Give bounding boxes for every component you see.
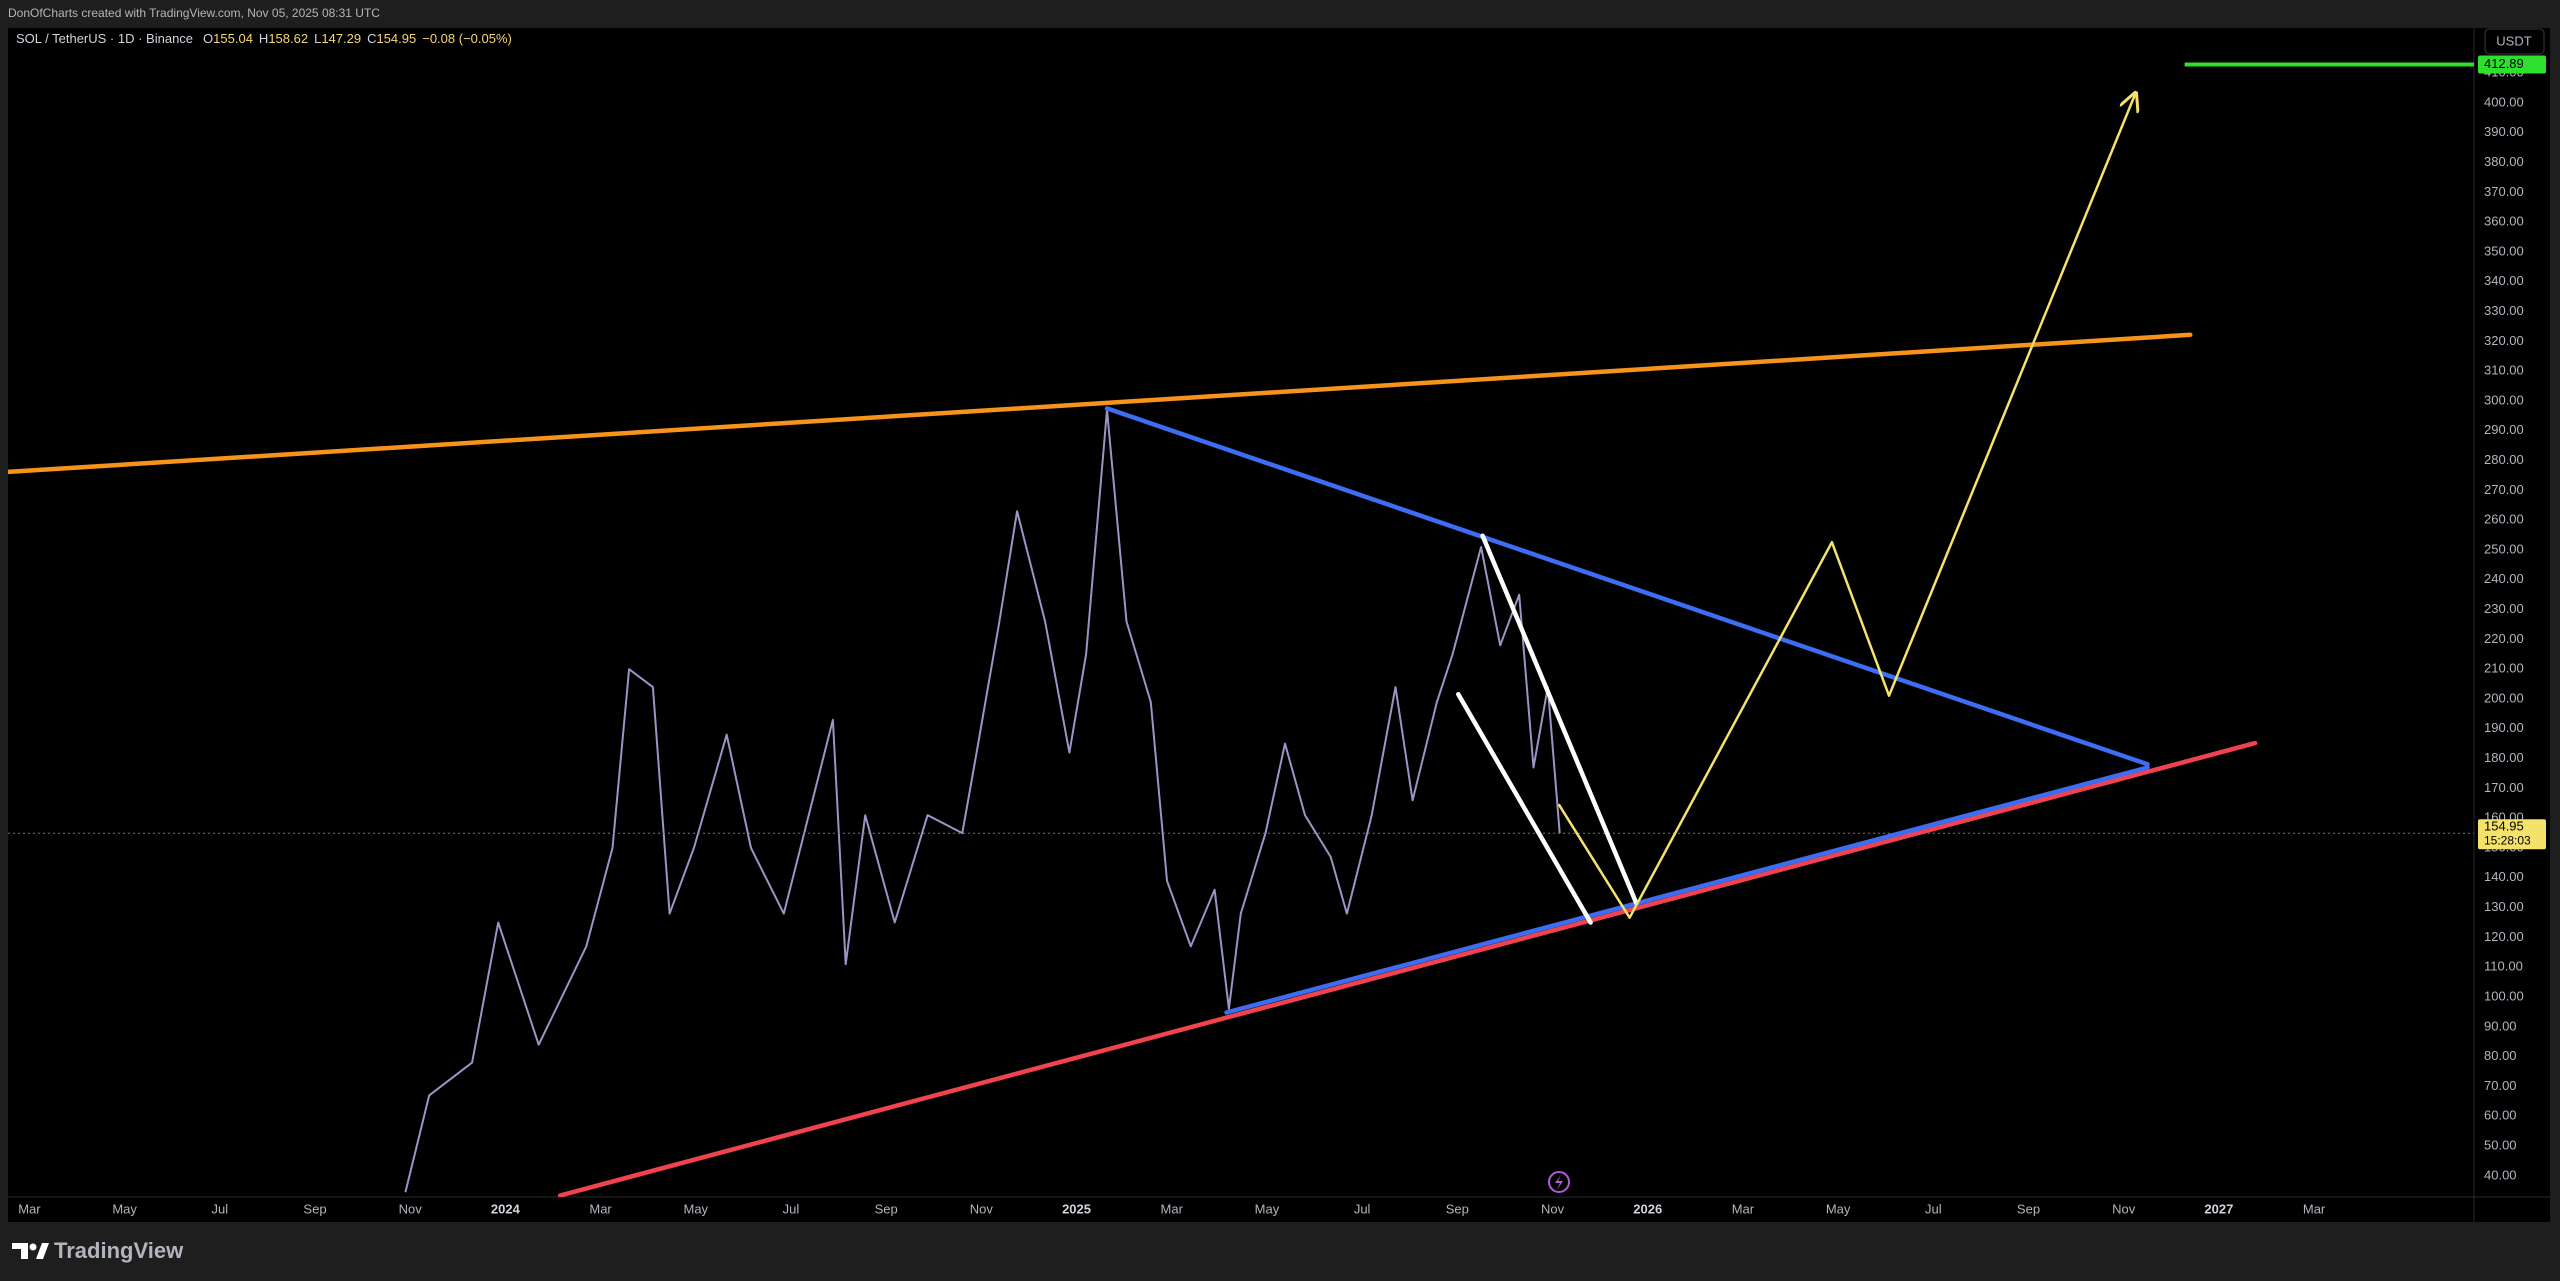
x-tick-label: Sep [875, 1201, 898, 1216]
x-tick-label: Jul [1925, 1201, 1942, 1216]
brand-logo [12, 1243, 49, 1259]
ohlc-key: C [367, 31, 376, 46]
currency-label[interactable]: USDT [2496, 33, 2531, 48]
trend-line [557, 740, 2258, 1197]
x-tick-label: Sep [303, 1201, 326, 1216]
y-tick-label: 290.00 [2484, 422, 2524, 437]
change: −0.08 (−0.05%) [422, 31, 512, 46]
ohlc-key: O [203, 31, 213, 46]
plot-area [8, 93, 2474, 1197]
x-tick-label: May [1826, 1201, 1851, 1216]
y-tick-label: 400.00 [2484, 94, 2524, 109]
x-tick-label: Sep [1446, 1201, 1469, 1216]
y-tick-label: 60.00 [2484, 1108, 2517, 1123]
y-tick-label: 360.00 [2484, 214, 2524, 229]
trend-line [1557, 93, 2135, 919]
trend-line [1456, 691, 1593, 925]
x-tick-label: Mar [589, 1201, 612, 1216]
y-tick-label: 280.00 [2484, 452, 2524, 467]
x-tick-label: Sep [2017, 1201, 2040, 1216]
legend: SOL / TetherUS · 1D · Binance O155.04 H158… [16, 31, 512, 46]
y-tick-label: 220.00 [2484, 631, 2524, 646]
y-tick-label: 350.00 [2484, 243, 2524, 258]
y-tick-label: 190.00 [2484, 720, 2524, 735]
trend-line [8, 332, 2193, 475]
y-tick-label: 230.00 [2484, 601, 2524, 616]
x-tick-label: Jul [1354, 1201, 1371, 1216]
y-tick-label: 90.00 [2484, 1018, 2517, 1033]
y-tick-label: 300.00 [2484, 392, 2524, 407]
y-tick-label: 40.00 [2484, 1167, 2517, 1182]
y-tick-label: 210.00 [2484, 661, 2524, 676]
x-tick-label: Jul [211, 1201, 228, 1216]
x-tick-label: 2027 [2204, 1201, 2233, 1216]
y-tick-label: 330.00 [2484, 303, 2524, 318]
y-tick-label: 270.00 [2484, 482, 2524, 497]
x-tick-label: Nov [1541, 1201, 1565, 1216]
x-tick-label: May [1255, 1201, 1280, 1216]
y-tick-label: 120.00 [2484, 929, 2524, 944]
target-label: 412.89 [2484, 56, 2524, 71]
trend-line [1104, 406, 2150, 767]
trend-line [1224, 765, 2150, 1015]
currency-button[interactable] [2484, 28, 2545, 55]
y-tick-label: 110.00 [2484, 959, 2523, 974]
credit: DonOfCharts created with TradingView.com… [8, 6, 380, 20]
y-tick-label: 320.00 [2484, 333, 2524, 348]
x-tick-label: Nov [970, 1201, 994, 1216]
countdown: 15:28:03 [2484, 833, 2531, 847]
x-tick-label: 2026 [1633, 1201, 1662, 1216]
y-tick-label: 240.00 [2484, 571, 2524, 586]
x-tick-label: 2024 [491, 1201, 521, 1216]
ohlc-value: 155.04 [213, 31, 253, 46]
x-tick-label: Mar [18, 1201, 41, 1216]
ohlc-key: H [259, 31, 268, 46]
last-price-box [2478, 819, 2546, 850]
y-tick-label: 140.00 [2484, 869, 2524, 884]
x-tick-label: Nov [399, 1201, 423, 1216]
y-tick-label: 100.00 [2484, 988, 2524, 1003]
ohlc-key: L [314, 31, 321, 46]
x-tick-label: Jul [783, 1201, 800, 1216]
y-tick-label: 380.00 [2484, 154, 2524, 169]
y-tick-label: 390.00 [2484, 124, 2524, 139]
x-tick-label: Mar [1732, 1201, 1755, 1216]
ohlc-value: 158.62 [268, 31, 308, 46]
y-tick-label: 250.00 [2484, 541, 2524, 556]
x-tick-label: Nov [2112, 1201, 2136, 1216]
y-tick-label: 260.00 [2484, 512, 2524, 527]
y-tick-label: 370.00 [2484, 184, 2524, 199]
price-line [404, 408, 1561, 1193]
y-tick-label: 80.00 [2484, 1048, 2517, 1063]
symbol: SOL / TetherUS · 1D · Binance [16, 31, 193, 46]
x-tick-label: Mar [1161, 1201, 1184, 1216]
ohlc-value: 154.95 [376, 31, 416, 46]
y-tick-label: 50.00 [2484, 1137, 2517, 1152]
y-tick-label: 130.00 [2484, 899, 2524, 914]
x-tick-label: May [112, 1201, 137, 1216]
y-tick-label: 310.00 [2484, 363, 2524, 378]
x-tick-label: Mar [2303, 1201, 2326, 1216]
trend-line [1480, 533, 1639, 906]
chart-panel [8, 28, 2550, 1222]
last-price-label: 154.95 [2484, 819, 2524, 834]
y-tick-label: 70.00 [2484, 1078, 2517, 1093]
events-icon[interactable] [1548, 1171, 1570, 1193]
x-tick-label: 2025 [1062, 1201, 1091, 1216]
y-tick-label: 340.00 [2484, 273, 2524, 288]
y-tick-label: 200.00 [2484, 690, 2524, 705]
y-tick-label: 170.00 [2484, 780, 2524, 795]
ohlc-value: 147.29 [321, 31, 361, 46]
y-tick-label: 180.00 [2484, 750, 2524, 765]
target-label-box [2478, 55, 2546, 74]
x-tick-label: May [683, 1201, 708, 1216]
brand-name: TradingView [54, 1238, 184, 1263]
